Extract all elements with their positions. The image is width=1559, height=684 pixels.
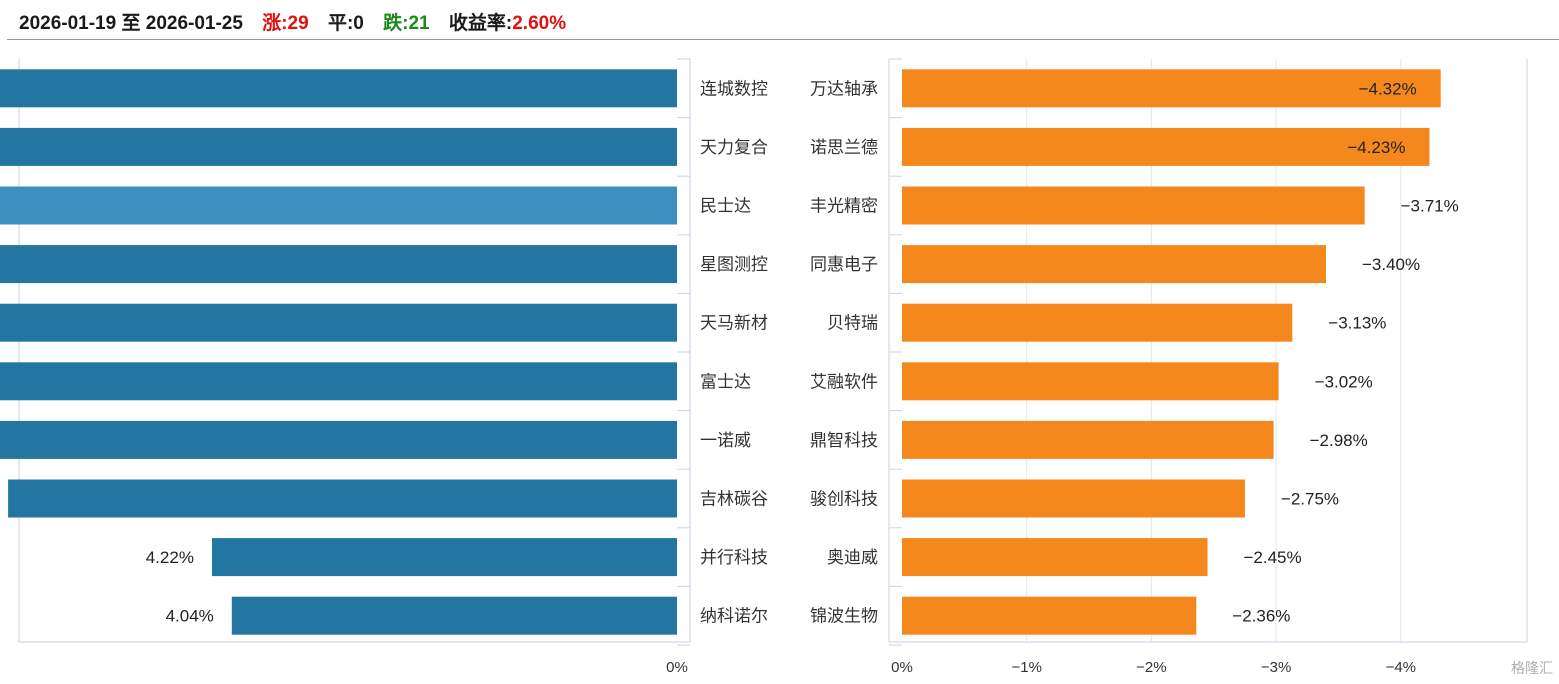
losers-chart: 0% −1% −2% −3% −4% −4.32% 万达轴承 −4.23% 诺思兰德 −3.71%… xyxy=(810,58,1528,676)
category-label-right: 万达轴承 xyxy=(810,79,878,98)
bar-right xyxy=(902,186,1365,225)
header-divider xyxy=(7,39,1559,40)
bar-right xyxy=(902,69,1441,108)
bar-left xyxy=(0,69,677,108)
category-label-left: 连城数控 xyxy=(700,79,768,98)
category-label-left: 星图测控 xyxy=(700,255,768,274)
category-label-left: 吉林碳谷 xyxy=(700,490,768,509)
bar-left xyxy=(0,127,677,166)
header-summary: 2026-01-19 至 2026-01-25 涨:29 平:0 跌:21 收益… xyxy=(19,8,580,35)
x-tick-label-right: 0% xyxy=(891,659,913,676)
bar-left xyxy=(0,245,678,284)
bar-left xyxy=(211,538,677,577)
flat-count: 平:0 xyxy=(328,13,364,34)
bar-right xyxy=(902,420,1274,459)
bar-value-label-left: 4.22% xyxy=(146,548,194,567)
bar-left xyxy=(0,362,677,401)
x-tick-label-left: 0% xyxy=(666,659,688,676)
bar-value-label-right: −2.36% xyxy=(1232,607,1290,626)
down-count: 跌:21 xyxy=(383,13,429,34)
down-label: 跌: xyxy=(383,13,409,34)
bar-right xyxy=(902,362,1279,401)
category-label-right: 丰光精密 xyxy=(810,197,878,216)
category-label-right: 诺思兰德 xyxy=(810,138,878,157)
flat-value: 0 xyxy=(353,13,364,34)
bar-left xyxy=(0,186,677,225)
return-rate: 收益率:2.60% xyxy=(449,13,566,34)
watermark-logo: 格隆汇 xyxy=(1511,660,1553,676)
category-label-right: 骏创科技 xyxy=(810,490,878,509)
bar-value-label-right: −3.02% xyxy=(1315,372,1373,391)
gainers-chart: 60%50%40%30%20%10%0%48.54%连城数控16.47%天力复合… xyxy=(0,58,768,676)
bar-left xyxy=(8,479,678,518)
bar-value-label-right: −3.13% xyxy=(1328,314,1386,333)
bar-value-label-right: −2.75% xyxy=(1281,490,1339,509)
bar-value-label-right: −3.40% xyxy=(1362,255,1420,274)
x-tick-label-right: −1% xyxy=(1011,659,1041,676)
category-label-left: 天马新材 xyxy=(700,314,768,333)
down-value: 21 xyxy=(408,13,430,34)
category-label-left: 天力复合 xyxy=(700,138,768,157)
category-label-left: 一诺威 xyxy=(700,431,751,450)
category-label-left: 富士达 xyxy=(700,372,751,391)
x-tick-label-right: −4% xyxy=(1386,659,1416,676)
bar-right xyxy=(902,479,1245,518)
bar-right xyxy=(902,538,1208,577)
category-label-right: 贝特瑞 xyxy=(827,314,878,333)
chart-header: 2026-01-19 至 2026-01-25 涨:29 平:0 跌:21 收益… xyxy=(0,0,1559,40)
bar-right xyxy=(902,303,1293,342)
bar-left xyxy=(231,596,678,635)
up-count: 涨:29 xyxy=(262,13,308,34)
category-label-right: 奥迪威 xyxy=(827,548,878,567)
bar-right xyxy=(902,596,1197,635)
category-label-right: 同惠电子 xyxy=(810,255,878,274)
bar-left xyxy=(0,420,677,459)
up-value: 29 xyxy=(287,13,309,34)
category-label-left: 民士达 xyxy=(700,197,751,216)
bar-left xyxy=(0,303,677,342)
up-label: 涨: xyxy=(262,13,288,34)
date-range: 2026-01-19 至 2026-01-25 xyxy=(19,13,243,34)
category-label-left: 并行科技 xyxy=(700,548,768,567)
bar-right xyxy=(902,245,1326,284)
return-label: 收益率: xyxy=(448,13,513,34)
category-label-left: 纳科诺尔 xyxy=(700,607,768,626)
flat-label: 平: xyxy=(327,13,354,34)
bar-right xyxy=(902,127,1430,166)
x-tick-label-right: −3% xyxy=(1261,659,1291,676)
category-label-right: 锦波生物 xyxy=(810,607,878,626)
bar-value-label-right: −3.71% xyxy=(1401,197,1459,216)
bar-value-label-left: 4.04% xyxy=(166,607,214,626)
bar-value-label-right: −2.45% xyxy=(1244,548,1302,567)
category-label-right: 艾融软件 xyxy=(810,372,878,391)
category-label-right: 鼎智科技 xyxy=(810,431,878,450)
x-tick-label-right: −2% xyxy=(1136,659,1166,676)
return-value: 2.60% xyxy=(512,13,567,34)
bar-value-label-right: −2.98% xyxy=(1310,431,1368,450)
bar-value-label-right: −4.32% xyxy=(1359,79,1417,98)
bar-value-label-right: −4.23% xyxy=(1347,138,1405,157)
